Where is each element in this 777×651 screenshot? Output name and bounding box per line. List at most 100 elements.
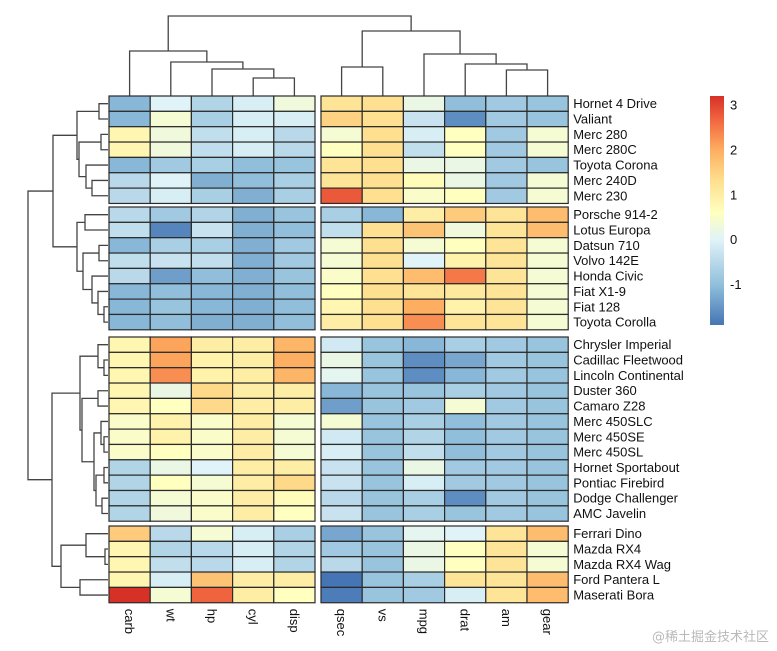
heatmap-cell [232,141,275,159]
heatmap-cell [149,367,192,384]
heatmap-cell [485,571,528,588]
heatmap-cell [190,474,234,492]
heatmap-cell [320,187,363,205]
heatmap-cell [361,313,405,331]
heatmap-cell [485,126,528,143]
heatmap-cell [526,206,569,223]
heatmap-cell [485,141,528,159]
heatmap-cell [444,172,487,189]
heatmap-cell [361,443,405,461]
heatmap-cell [149,110,192,128]
dendrogram-branch [91,179,108,197]
heatmap-cell [190,156,234,174]
heatmap-cell [526,525,569,542]
heatmap-cell [149,267,192,285]
heatmap-cell [402,156,446,174]
dendrogram-branch [27,190,53,481]
heatmap-cell [485,459,528,476]
heatmap-cell [190,489,234,507]
watermark: @稀土掘金技术社区 [651,630,769,645]
row-label: Hornet Sportabout [573,460,680,475]
heatmap-cell [273,187,316,205]
row-label: Honda Civic [573,269,644,284]
heatmap-cell [526,571,569,588]
heatmap-cell [444,474,487,492]
heatmap-cell [273,474,316,492]
heatmap-cell [485,556,528,573]
row-label: Valiant [573,112,612,127]
heatmap-cell [320,556,363,573]
legend-tick-label: 1 [730,187,737,202]
heatmap-cell [402,95,446,112]
heatmap-cell [526,489,569,507]
heatmap-cell [273,540,316,558]
heatmap-cell [273,367,316,384]
legend-tick-label: -1 [730,277,742,292]
heatmap-cell [149,237,192,254]
dendrogram-branch [97,390,108,407]
heatmap-cell [320,443,363,461]
heatmap-cell [320,172,363,189]
column-label: vs [375,609,390,623]
heatmap-cell [402,489,446,507]
row-label: Merc 240D [573,173,637,188]
heatmap-cell [149,525,192,542]
heatmap-cell [526,336,569,353]
heatmap-cell [149,187,192,205]
heatmap-cell [402,571,446,588]
heatmap-cell [149,540,192,558]
column-label: drat [458,609,473,632]
heatmap-cell [361,413,405,430]
column-label: gear [540,609,555,636]
heatmap-cell [273,252,316,270]
heatmap-cell [190,221,234,239]
heatmap-cell [526,252,569,270]
dendrogram-branch [78,141,101,178]
heatmap-cell [320,298,363,316]
heatmap-cell [273,237,316,254]
heatmap-cell [232,459,275,476]
heatmap-cell [190,141,234,159]
row-label: Lotus Europa [573,223,651,238]
heatmap-cell [273,206,316,223]
heatmap-cell [149,489,192,507]
row-label: Cadillac Fleetwood [573,353,683,368]
heatmap-cell [320,221,363,239]
dendrogram-branch [93,432,101,492]
heatmap-cell [444,397,487,415]
heatmap-cell [108,221,151,239]
heatmap-cell [149,221,192,239]
heatmap-cell [320,413,363,430]
heatmap-cell [361,187,405,205]
heatmap-cell [232,298,275,316]
row-label: Porsche 914-2 [573,207,658,222]
column-label: qsec [334,609,349,637]
dendrogram-branch [98,244,108,262]
heatmap-cell [444,489,487,507]
heatmap-cell [402,397,446,415]
row-label: Ford Pantera L [573,572,660,587]
heatmap-cell [190,443,234,461]
heatmap-cell [361,298,405,316]
heatmap-cell [190,95,234,112]
heatmap-cell [273,525,316,542]
heatmap-cell [149,298,192,316]
dendrogram-branch [97,290,108,316]
heatmap-cell [273,397,316,415]
heatmap-cell [402,586,446,604]
heatmap-cell [232,556,275,573]
heatmap-cell [108,298,151,316]
row-label: Merc 230 [573,188,627,203]
heatmap-cell [273,172,316,189]
heatmap-cell [232,474,275,492]
heatmap-cell [402,505,446,522]
heatmap-cell [108,351,151,369]
heatmap-cell [361,586,405,604]
dendrogram-branch [98,103,108,120]
heatmap-cell [402,206,446,223]
heatmap-cell [190,505,234,522]
heatmap-cell [273,443,316,461]
heatmap-cell [149,141,192,159]
column-label: mpg [417,609,432,634]
